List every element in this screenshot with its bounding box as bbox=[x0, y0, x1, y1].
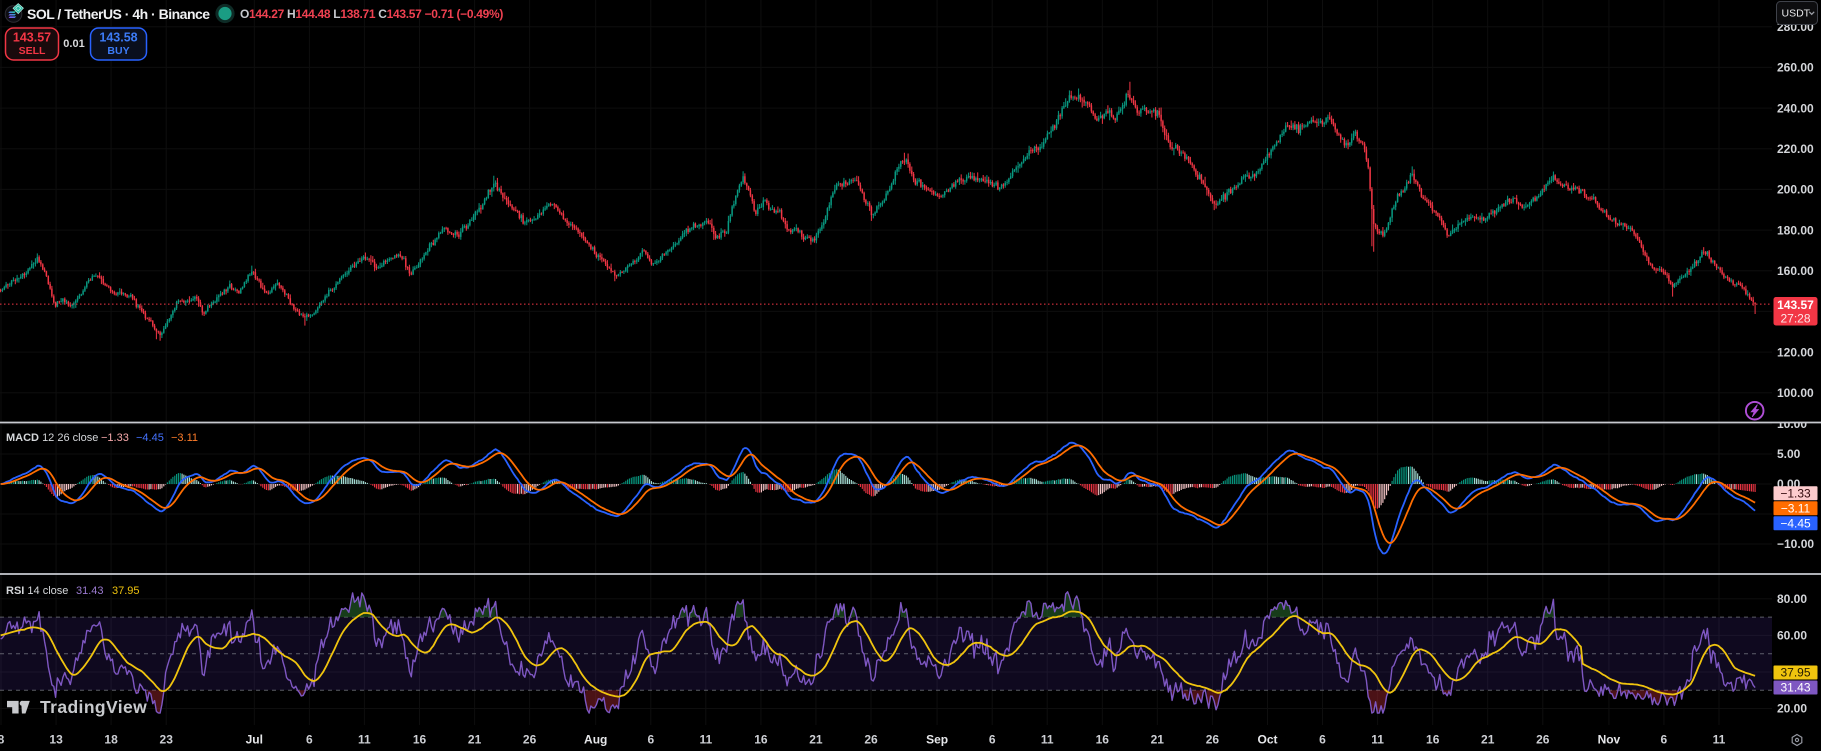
svg-text:11: 11 bbox=[1371, 733, 1384, 747]
svg-text:23: 23 bbox=[160, 733, 174, 747]
svg-text:21: 21 bbox=[809, 733, 823, 747]
svg-text:143.57: 143.57 bbox=[1777, 298, 1814, 312]
svg-text:16: 16 bbox=[754, 733, 768, 747]
svg-text:RSI 14 close: RSI 14 close bbox=[6, 585, 68, 597]
svg-text:18: 18 bbox=[104, 733, 118, 747]
svg-text:6: 6 bbox=[989, 733, 996, 747]
svg-text:20.00: 20.00 bbox=[1777, 702, 1807, 716]
svg-text:37.95: 37.95 bbox=[1780, 666, 1810, 680]
svg-text:37.95: 37.95 bbox=[112, 585, 140, 597]
svg-text:26: 26 bbox=[864, 733, 878, 747]
svg-text:240.00: 240.00 bbox=[1777, 101, 1814, 115]
svg-text:6: 6 bbox=[647, 733, 654, 747]
svg-text:160.00: 160.00 bbox=[1777, 264, 1814, 278]
svg-text:Jul: Jul bbox=[246, 733, 263, 747]
svg-text:Nov: Nov bbox=[1598, 733, 1621, 747]
svg-text:USDT: USDT bbox=[1782, 8, 1811, 20]
svg-text:−3.11: −3.11 bbox=[171, 432, 198, 444]
svg-text:26: 26 bbox=[1536, 733, 1550, 747]
svg-text:Aug: Aug bbox=[584, 733, 607, 747]
svg-text:−1.33: −1.33 bbox=[101, 432, 129, 444]
svg-text:BUY: BUY bbox=[107, 45, 129, 57]
svg-text:O144.27 H144.48 L138.71 C143.5: O144.27 H144.48 L138.71 C143.57 −0.71 (−… bbox=[240, 7, 503, 21]
svg-text:13: 13 bbox=[49, 733, 63, 747]
svg-text:Sep: Sep bbox=[926, 733, 948, 747]
svg-text:21: 21 bbox=[1481, 733, 1495, 747]
svg-text:143.58: 143.58 bbox=[99, 31, 137, 45]
svg-text:TradingView: TradingView bbox=[40, 697, 147, 717]
svg-text:11: 11 bbox=[1041, 733, 1054, 747]
svg-text:100.00: 100.00 bbox=[1777, 386, 1814, 400]
svg-text:−4.45: −4.45 bbox=[136, 432, 164, 444]
svg-text:MACD 12 26 close: MACD 12 26 close bbox=[6, 432, 98, 444]
svg-text:SELL: SELL bbox=[19, 45, 46, 57]
svg-text:−1.33: −1.33 bbox=[1780, 486, 1811, 500]
svg-text:80.00: 80.00 bbox=[1777, 592, 1807, 606]
svg-text:21: 21 bbox=[1151, 733, 1165, 747]
svg-text:60.00: 60.00 bbox=[1777, 629, 1807, 643]
svg-text:6: 6 bbox=[1661, 733, 1668, 747]
svg-text:11: 11 bbox=[358, 733, 371, 747]
svg-text:−4.45: −4.45 bbox=[1780, 516, 1811, 530]
svg-text:0.01: 0.01 bbox=[63, 38, 84, 50]
svg-text:SOL / TetherUS · 4h · Binance: SOL / TetherUS · 4h · Binance bbox=[27, 6, 210, 22]
svg-text:Oct: Oct bbox=[1257, 733, 1277, 747]
svg-text:−3.11: −3.11 bbox=[1781, 501, 1811, 515]
svg-text:11: 11 bbox=[1713, 733, 1726, 747]
svg-text:180.00: 180.00 bbox=[1777, 223, 1814, 237]
svg-text:27:28: 27:28 bbox=[1780, 312, 1810, 326]
svg-text:−10.00: −10.00 bbox=[1777, 537, 1814, 551]
svg-text:220.00: 220.00 bbox=[1777, 142, 1814, 156]
svg-text:26: 26 bbox=[1206, 733, 1220, 747]
svg-text:31.43: 31.43 bbox=[1780, 681, 1810, 695]
svg-text:8: 8 bbox=[0, 733, 5, 747]
svg-text:6: 6 bbox=[306, 733, 313, 747]
svg-text:260.00: 260.00 bbox=[1777, 61, 1814, 75]
svg-text:5.00: 5.00 bbox=[1777, 447, 1801, 461]
svg-text:21: 21 bbox=[468, 733, 482, 747]
svg-text:26: 26 bbox=[523, 733, 537, 747]
svg-text:16: 16 bbox=[1096, 733, 1110, 747]
svg-text:16: 16 bbox=[1426, 733, 1440, 747]
svg-text:143.57: 143.57 bbox=[13, 31, 51, 45]
svg-text:31.43: 31.43 bbox=[76, 585, 104, 597]
svg-text:11: 11 bbox=[699, 733, 712, 747]
svg-text:200.00: 200.00 bbox=[1777, 183, 1814, 197]
svg-text:16: 16 bbox=[413, 733, 427, 747]
svg-text:120.00: 120.00 bbox=[1777, 345, 1814, 359]
svg-text:6: 6 bbox=[1319, 733, 1326, 747]
